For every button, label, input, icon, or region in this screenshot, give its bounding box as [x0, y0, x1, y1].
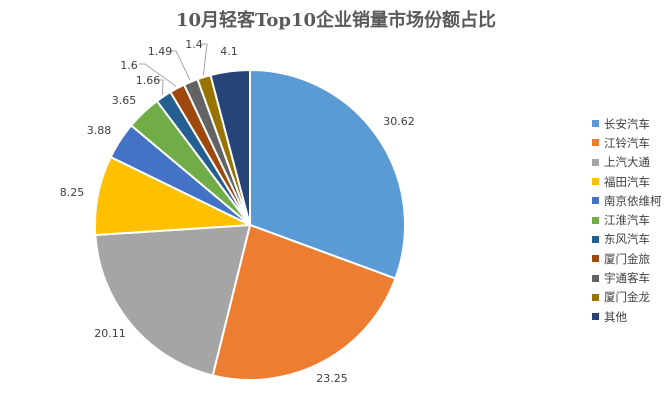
pie-chart: 30.62 23.25 20.11 8.25 3.88 3.65 1.66 1.6 1.49 1.… — [60, 38, 415, 385]
legend-swatch — [592, 313, 599, 321]
legend-item: 长安汽车 — [592, 114, 662, 133]
slice-label: 20.11 — [94, 327, 126, 340]
legend-item: 宇通客车 — [592, 268, 662, 287]
legend-item: 厦门金旅 — [592, 249, 662, 268]
legend-label: 长安汽车 — [604, 116, 650, 131]
legend-swatch — [592, 235, 599, 243]
legend-swatch — [592, 178, 599, 186]
slice-label: 1.49 — [148, 45, 173, 58]
legend-label: 南京依维柯 — [604, 193, 662, 208]
leader-line — [170, 50, 191, 81]
legend-item: 其他 — [592, 307, 662, 326]
pie-slice — [94, 223, 252, 377]
legend-swatch — [592, 274, 599, 282]
legend-label: 厦门金龙 — [604, 290, 650, 305]
slice-label: 30.62 — [383, 115, 415, 128]
legend-swatch — [592, 120, 599, 128]
slice-label: 3.88 — [87, 124, 112, 137]
pie-slice — [249, 68, 406, 280]
leader-line — [139, 63, 177, 87]
legend-item: 东风汽车 — [592, 230, 662, 249]
legend-label: 上汽大通 — [604, 155, 650, 170]
legend-label: 江铃汽车 — [604, 135, 650, 150]
legend-label: 其他 — [604, 309, 627, 324]
leader-line — [201, 43, 208, 76]
legend-swatch — [592, 216, 599, 224]
legend-label: 东风汽车 — [604, 232, 650, 247]
slice-label: 1.6 — [120, 59, 138, 72]
legend-swatch — [592, 139, 599, 147]
legend-swatch — [592, 293, 599, 301]
legend-label: 江淮汽车 — [604, 213, 650, 228]
slice-label: 23.25 — [316, 372, 348, 385]
slice-label: 3.65 — [112, 94, 137, 107]
legend-label: 厦门金旅 — [604, 251, 650, 266]
legend-swatch — [592, 255, 599, 263]
legend-label: 宇通客车 — [604, 271, 650, 286]
legend-item: 南京依维柯 — [592, 191, 662, 210]
legend-item: 厦门金龙 — [592, 288, 662, 307]
slice-label: 1.4 — [185, 38, 203, 51]
legend-item: 江铃汽车 — [592, 133, 662, 152]
slice-label: 8.25 — [60, 186, 85, 199]
legend-swatch — [592, 197, 599, 205]
pie-slice — [211, 223, 397, 381]
legend: 长安汽车江铃汽车上汽大通福田汽车南京依维柯江淮汽车东风汽车厦门金旅宇通客车厦门金… — [592, 114, 662, 326]
legend-item: 江淮汽车 — [592, 210, 662, 229]
slice-label: 4.1 — [220, 45, 238, 58]
leader-line — [157, 79, 164, 95]
legend-label: 福田汽车 — [604, 174, 650, 189]
legend-swatch — [592, 158, 599, 166]
legend-item: 上汽大通 — [592, 153, 662, 172]
slice-label: 1.66 — [136, 74, 161, 87]
pie-slice — [209, 68, 251, 226]
chart-title: 10月轻客Top10企业销量市场份额占比 — [175, 10, 497, 31]
legend-item: 福田汽车 — [592, 172, 662, 191]
